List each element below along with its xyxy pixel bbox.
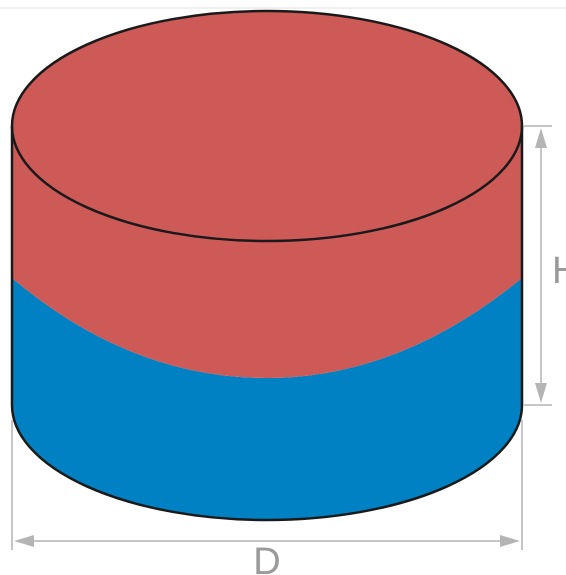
diameter-arrow-left bbox=[14, 535, 34, 547]
south-pole-side bbox=[12, 278, 522, 520]
diameter-arrow-right bbox=[500, 535, 520, 547]
north-pole-top-face bbox=[10, 9, 524, 243]
height-dimension bbox=[524, 125, 552, 406]
height-arrow-down bbox=[535, 383, 547, 403]
diameter-dimension bbox=[11, 420, 523, 550]
cylinder-outline bbox=[10, 126, 524, 522]
height-label: H bbox=[552, 250, 566, 292]
diameter-label: D bbox=[253, 541, 280, 575]
height-arrow-up bbox=[535, 128, 547, 148]
